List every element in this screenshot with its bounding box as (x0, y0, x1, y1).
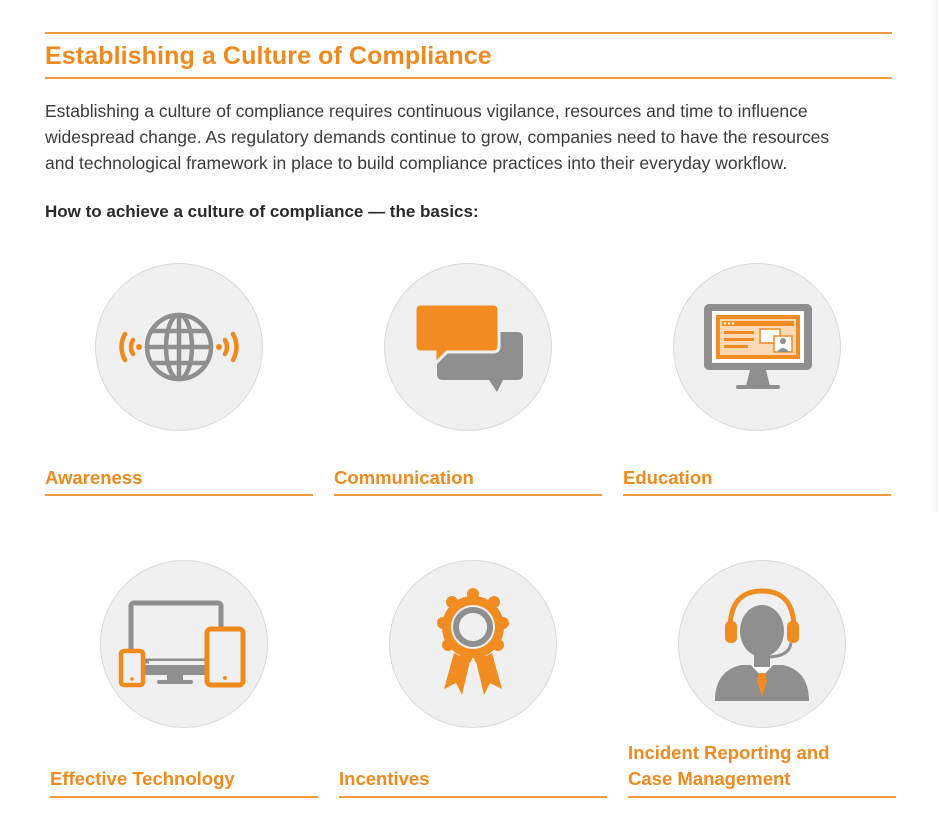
icon-circle (678, 560, 846, 728)
label-underline (45, 494, 313, 496)
multi-device-icon (118, 600, 246, 688)
icon-circle (95, 263, 263, 431)
basic-item-communication: Communication (334, 263, 602, 503)
label-underline (339, 796, 607, 798)
panel-divider (0, 512, 938, 534)
basics-heading: How to achieve a culture of compliance —… (45, 202, 479, 221)
icon-circle (673, 263, 841, 431)
monitor-presentation-icon (704, 304, 812, 389)
page-title: Establishing a Culture of Compliance (45, 42, 492, 70)
headset-agent-icon (715, 588, 809, 701)
icon-circle (389, 560, 557, 728)
icon-circle (384, 263, 552, 431)
basic-label: Incentives (339, 768, 430, 789)
basic-label-line: Incident Reporting and (628, 742, 830, 763)
basic-item-awareness: Awareness (45, 263, 313, 503)
intro-line: and technological framework in place to … (45, 153, 788, 173)
basic-label: Communication (334, 467, 474, 488)
intro-line: widespread change. As regulatory demands… (45, 127, 830, 147)
basic-item-incentives: Incentives (339, 560, 607, 800)
basic-item-education: Education (623, 263, 891, 503)
label-underline (623, 494, 891, 496)
title-rule (45, 77, 892, 79)
intro-line: Establishing a culture of compliance req… (45, 101, 808, 121)
top-rule (45, 32, 892, 34)
intro-paragraph: Establishing a culture of compliance req… (45, 98, 905, 176)
page-edge (930, 0, 938, 512)
label-underline (334, 494, 602, 496)
icon-circle (100, 560, 268, 728)
basic-label: Effective Technology (50, 768, 235, 789)
basic-label-line: Case Management (628, 768, 791, 789)
speech-bubbles-icon (413, 302, 523, 392)
basic-item-incident-reporting: Incident Reporting and Case Management (628, 560, 896, 800)
award-ribbon-icon (437, 588, 509, 695)
basic-label: Education (623, 467, 713, 488)
globe-broadcast-icon (119, 312, 239, 382)
basic-label: Awareness (45, 467, 143, 488)
basic-label: Incident Reporting and Case Management (628, 740, 829, 792)
basic-item-effective-technology: Effective Technology (50, 560, 318, 800)
label-underline (628, 796, 896, 798)
label-underline (50, 796, 318, 798)
